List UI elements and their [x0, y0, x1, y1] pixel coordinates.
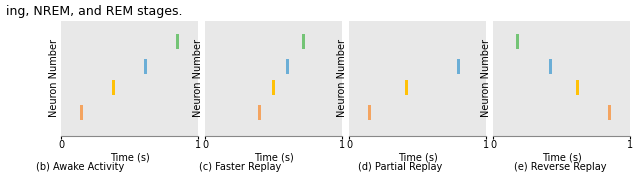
- FancyBboxPatch shape: [577, 80, 579, 95]
- FancyBboxPatch shape: [285, 59, 289, 74]
- Y-axis label: Neuron Number: Neuron Number: [481, 39, 491, 117]
- FancyBboxPatch shape: [145, 59, 147, 74]
- FancyBboxPatch shape: [516, 34, 520, 49]
- Y-axis label: Neuron Number: Neuron Number: [49, 39, 59, 117]
- FancyBboxPatch shape: [457, 59, 460, 74]
- X-axis label: Time (s): Time (s): [109, 153, 150, 163]
- FancyBboxPatch shape: [369, 105, 371, 120]
- Y-axis label: Neuron Number: Neuron Number: [337, 39, 347, 117]
- Text: (c) Faster Replay: (c) Faster Replay: [199, 162, 281, 172]
- X-axis label: Time (s): Time (s): [541, 153, 582, 163]
- Text: ing, NREM, and REM stages.: ing, NREM, and REM stages.: [6, 5, 183, 18]
- FancyBboxPatch shape: [259, 105, 262, 120]
- X-axis label: Time (s): Time (s): [397, 153, 438, 163]
- Text: (e) Reverse Replay: (e) Reverse Replay: [514, 162, 606, 172]
- X-axis label: Time (s): Time (s): [253, 153, 294, 163]
- FancyBboxPatch shape: [81, 105, 83, 120]
- Text: (b) Awake Activity: (b) Awake Activity: [36, 162, 124, 172]
- Y-axis label: Neuron Number: Neuron Number: [193, 39, 203, 117]
- FancyBboxPatch shape: [176, 34, 179, 49]
- FancyBboxPatch shape: [405, 80, 408, 95]
- FancyBboxPatch shape: [112, 80, 115, 95]
- FancyBboxPatch shape: [549, 59, 552, 74]
- FancyBboxPatch shape: [302, 34, 305, 49]
- FancyBboxPatch shape: [272, 80, 275, 95]
- Text: (d) Partial Replay: (d) Partial Replay: [358, 162, 442, 172]
- FancyBboxPatch shape: [608, 105, 611, 120]
